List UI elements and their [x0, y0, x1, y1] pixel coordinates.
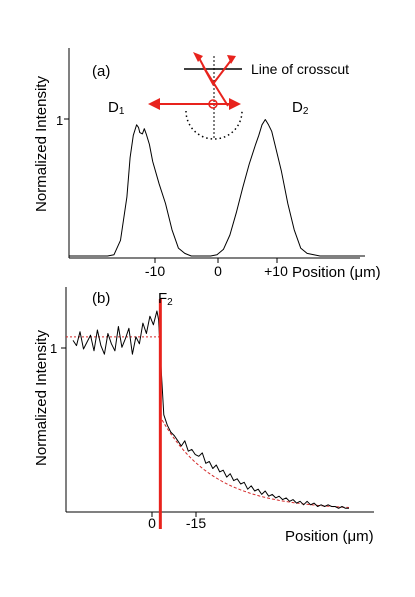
split-arrow-left-icon	[148, 98, 160, 110]
panel-a-xlabel: Position (μm)	[292, 264, 381, 281]
panel-b-xtick-label-0: 0	[148, 515, 156, 531]
panel-a-label: (a)	[92, 63, 110, 80]
panel-b: (b) Normalized Intensity Position (μm) 1…	[33, 287, 374, 545]
panel-b-ylabel: Normalized Intensity	[33, 330, 50, 466]
beam-path	[197, 55, 233, 107]
panel-b-label: (b)	[92, 290, 110, 307]
f2-label: F2	[158, 290, 173, 308]
panel-b-exponential-fit-line	[161, 419, 350, 508]
panel-a-xtick-label-pos10: +10	[264, 263, 288, 279]
panel-a-ytick-label-1: 1	[56, 113, 63, 128]
panel-a-xtick-label-neg10: -10	[145, 263, 165, 279]
panel-b-ytick-label-1: 1	[50, 341, 57, 356]
d2-label: D2	[292, 99, 309, 117]
beam-arrowheads	[193, 52, 236, 64]
split-arrow-right-icon	[229, 98, 241, 110]
d1-label: D1	[108, 99, 125, 117]
panel-a-xtick-label-0: 0	[214, 263, 222, 279]
panel-a-ylabel: Normalized Intensity	[33, 76, 50, 212]
crosscut-schematic: Line of crosscut	[148, 52, 349, 140]
panel-a: (a) Normalized Intensity Position (μm) 1…	[33, 48, 381, 281]
panel-a-intensity-trace	[69, 119, 365, 257]
panel-b-xlabel: Position (μm)	[285, 528, 374, 545]
panel-b-xtick-label-15: -15	[186, 515, 206, 531]
panel-b-intensity-trace	[72, 310, 349, 509]
crosscut-label: Line of crosscut	[251, 61, 349, 77]
